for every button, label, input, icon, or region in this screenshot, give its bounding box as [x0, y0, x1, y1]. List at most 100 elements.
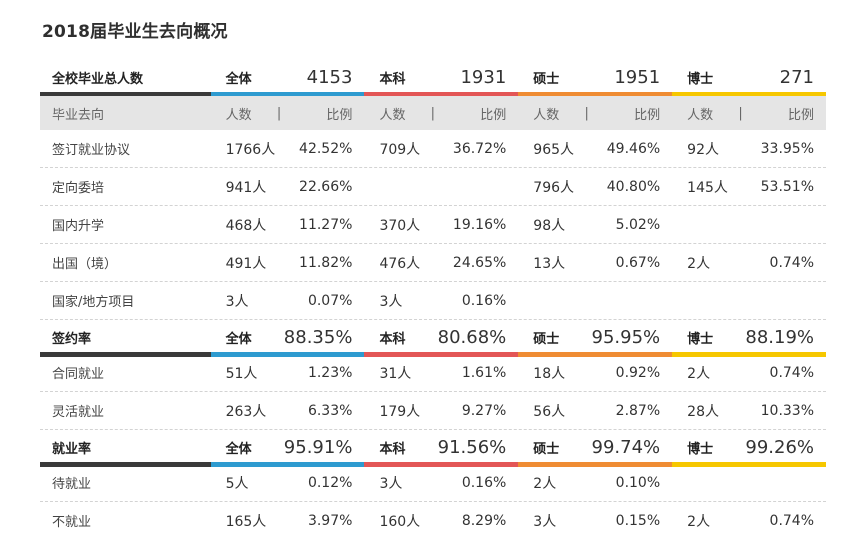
ratio-value: 19.16%	[452, 216, 507, 233]
ratio-value: 9.27%	[461, 402, 507, 419]
employment-rate-header-group-doctor: 博士 99.26%	[672, 430, 827, 467]
data-cell-doctor	[672, 282, 826, 319]
group-value: 88.35%	[283, 326, 353, 348]
count-value: 31人	[379, 365, 412, 382]
ratio-value: 0.67%	[615, 254, 661, 271]
total-header-bar-all	[210, 92, 365, 97]
separator: |	[430, 105, 436, 121]
count-value: 3人	[379, 293, 403, 310]
ratio-value: 11.82%	[299, 254, 353, 271]
group-value: 271	[779, 66, 815, 88]
ratio-value: 8.29%	[461, 512, 507, 529]
ratio-value: 40.80%	[606, 178, 661, 195]
ratio-value: 11.27%	[299, 216, 353, 233]
data-cell-bachelor: 3人 0.16%	[364, 282, 518, 319]
data-cell-doctor: 28人 10.33%	[672, 392, 826, 429]
data-cell-master: 13人 0.67%	[518, 244, 672, 281]
count-header: 人数	[533, 107, 560, 123]
group-value: 99.74%	[591, 436, 661, 458]
ratio-value: 53.51%	[760, 178, 815, 195]
count-value: 165人	[225, 513, 267, 530]
group-label: 硕士	[533, 331, 560, 347]
subheader-row: 毕业去向 人数 | 比例 人数 | 比例 人数 | 比例 人数 | 比例	[40, 96, 826, 130]
row-label: 合同就业	[52, 367, 105, 382]
row-label: 定向委培	[52, 181, 105, 196]
sign-rate-header-bar-all	[210, 352, 365, 357]
group-label: 硕士	[533, 71, 560, 87]
data-cell-bachelor: 179人 9.27%	[364, 392, 518, 429]
count-value: 2人	[533, 475, 557, 492]
group-value: 95.91%	[283, 436, 353, 458]
count-value: 941人	[225, 179, 267, 196]
table-row: 签订就业协议 1766人 42.52% 709人 36.72% 965人 49.46% 92人…	[40, 130, 826, 168]
employment-rate-header-group-master: 硕士 99.74%	[518, 430, 673, 467]
ratio-value: 10.33%	[760, 402, 815, 419]
table-row: 出国（境） 491人 11.82% 476人 24.65% 13人 0.67% 2人 0.74%	[40, 244, 826, 282]
table-row: 灵活就业 263人 6.33% 179人 9.27% 56人 2.87% 28人 10.33%	[40, 392, 826, 430]
ratio-value: 33.95%	[760, 140, 815, 157]
data-cell-all: 5人 0.12%	[211, 464, 365, 501]
data-cell-master: 56人 2.87%	[518, 392, 672, 429]
data-cell-master: 3人 0.15%	[518, 502, 672, 539]
ratio-value: 1.61%	[461, 364, 507, 381]
count-value: 468人	[225, 217, 267, 234]
group-label: 博士	[687, 441, 714, 457]
ratio-header: 比例	[634, 107, 661, 123]
sign-rate-header-group-doctor: 博士 88.19%	[672, 320, 827, 357]
total-header-bar-doctor	[672, 92, 827, 97]
ratio-value: 0.16%	[461, 292, 507, 309]
group-label: 全体	[225, 441, 252, 457]
data-cell-doctor: 2人 0.74%	[672, 354, 826, 391]
ratio-value: 0.74%	[769, 364, 815, 381]
ratio-value: 49.46%	[606, 140, 661, 157]
data-cell-bachelor: 476人 24.65%	[364, 244, 518, 281]
data-cell-all: 491人 11.82%	[211, 244, 365, 281]
data-cell-bachelor	[364, 168, 518, 205]
ratio-value: 6.33%	[307, 402, 353, 419]
count-value: 263人	[225, 403, 267, 420]
data-cell-master: 796人 40.80%	[518, 168, 672, 205]
table-row: 国内升学 468人 11.27% 370人 19.16% 98人 5.02%	[40, 206, 826, 244]
count-value: 796人	[533, 179, 575, 196]
count-header: 人数	[379, 107, 406, 123]
ratio-value: 0.15%	[615, 512, 661, 529]
group-label: 全体	[225, 71, 252, 87]
count-value: 28人	[687, 403, 719, 420]
sign-rate-header-group-all: 全体 88.35%	[210, 320, 365, 357]
data-cell-master	[518, 282, 672, 319]
row-label: 国家/地方项目	[52, 295, 135, 310]
data-cell-bachelor: 370人 19.16%	[364, 206, 518, 243]
row-label: 灵活就业	[52, 405, 105, 420]
data-cell-all: 3人 0.07%	[211, 282, 365, 319]
count-value: 5人	[225, 475, 249, 492]
group-value: 99.26%	[745, 436, 815, 458]
separator: |	[276, 105, 282, 121]
row-label: 出国（境）	[52, 257, 118, 272]
group-label: 全体	[225, 331, 252, 347]
data-cell-all: 165人 3.97%	[211, 502, 365, 539]
total-header-bar-dark	[40, 92, 211, 97]
ratio-header: 比例	[788, 107, 815, 123]
data-cell-doctor: 92人 33.95%	[672, 130, 826, 167]
data-cell-master: 965人 49.46%	[518, 130, 672, 167]
employment-rate-header-bar-bachelor	[364, 462, 519, 467]
group-value: 91.56%	[437, 436, 507, 458]
data-cell-all: 1766人 42.52%	[211, 130, 365, 167]
count-value: 98人	[533, 217, 566, 234]
subheader-group-doctor: 人数 | 比例	[672, 96, 826, 130]
ratio-value: 24.65%	[452, 254, 507, 271]
table-row: 不就业 165人 3.97% 160人 8.29% 3人 0.15% 2人 0.74%	[40, 502, 826, 539]
sign-rate-header-group-bachelor: 本科 80.68%	[364, 320, 519, 357]
data-cell-doctor: 2人 0.74%	[672, 244, 826, 281]
data-cell-all: 941人 22.66%	[211, 168, 365, 205]
subheader-group-master: 人数 | 比例	[518, 96, 672, 130]
employment-rate-header-label: 就业率	[40, 430, 211, 467]
employment-rate-header-group-all: 全体 95.91%	[210, 430, 365, 467]
count-value: 1766人	[225, 141, 276, 158]
count-value: 51人	[225, 365, 258, 382]
count-value: 92人	[687, 141, 719, 158]
group-value: 4153	[306, 66, 353, 88]
data-cell-bachelor: 3人 0.16%	[364, 464, 518, 501]
group-label: 本科	[379, 441, 406, 457]
ratio-value: 0.12%	[307, 474, 353, 491]
